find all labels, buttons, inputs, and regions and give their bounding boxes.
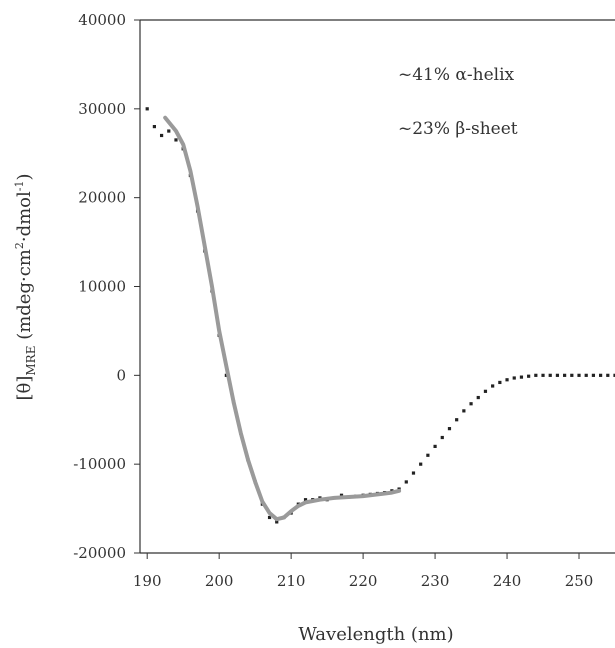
data-point: [527, 374, 531, 378]
data-point: [541, 373, 545, 377]
data-point: [476, 395, 480, 400]
data-point: [440, 435, 444, 440]
x-tick-label: 200: [205, 572, 234, 590]
data-point: [584, 373, 588, 377]
fit-curve: [163, 115, 402, 522]
x-tick-label: 230: [421, 572, 450, 590]
y-tick-label: 20000: [78, 189, 126, 207]
data-point: [591, 373, 596, 377]
data-point: [599, 373, 603, 377]
y-axis-ticks: -20000 -10000 0 10000 20000 30000 40000: [73, 11, 140, 562]
data-point: [512, 376, 516, 380]
data-point: [555, 373, 560, 377]
x-tick-label: 240: [493, 572, 522, 590]
data-point: [570, 373, 574, 377]
y-tick-label: -10000: [73, 455, 126, 473]
data-point: [419, 462, 423, 466]
data-point: [483, 389, 488, 393]
x-tick-label: 210: [277, 572, 306, 590]
data-point: [491, 384, 495, 388]
x-tick-label: 220: [349, 572, 378, 590]
data-point: [469, 402, 473, 406]
data-point: [339, 493, 344, 497]
x-axis-ticks: 190 200 210 220 230 240 250: [133, 553, 593, 590]
y-tick-label: -20000: [73, 544, 126, 562]
y-axis-title: [θ]MRE (mdeg·cm2·dmol-1): [13, 173, 38, 400]
annotation-alpha-helix: ~41% α-helix: [398, 65, 515, 85]
svg-text:[θ]MRE (mdeg·cm2·dmol-1): [θ]MRE (mdeg·cm2·dmol-1): [13, 173, 38, 400]
data-point: [145, 107, 149, 111]
data-point: [152, 125, 156, 129]
data-point: [159, 133, 164, 138]
x-axis-title: Wavelength (nm): [298, 624, 453, 645]
data-point: [577, 373, 581, 377]
x-tick-label: 250: [565, 572, 594, 590]
data-point: [455, 418, 459, 422]
y-tick-label: 30000: [78, 100, 126, 118]
data-point: [447, 427, 452, 431]
annotation-beta-sheet: ~23% β-sheet: [398, 119, 518, 139]
data-point: [433, 444, 437, 448]
data-point: [426, 453, 430, 457]
data-point: [505, 378, 509, 382]
data-point: [563, 373, 567, 377]
data-point: [167, 129, 171, 133]
y-tick-label: 40000: [78, 11, 126, 29]
data-point: [462, 409, 466, 413]
data-point: [404, 480, 408, 484]
data-point: [411, 471, 416, 475]
data-point: [267, 515, 272, 520]
data-point: [613, 373, 615, 377]
data-point: [275, 520, 279, 524]
y-tick-label: 0: [116, 366, 126, 384]
data-point: [606, 373, 610, 377]
data-point: [498, 380, 502, 385]
data-point: [534, 373, 538, 377]
data-point: [174, 138, 178, 142]
data-point: [303, 498, 308, 502]
data-point: [519, 375, 524, 379]
x-tick-label: 190: [133, 572, 162, 590]
data-point: [548, 373, 552, 377]
fit-curve-line: [163, 115, 402, 522]
y-tick-label: 10000: [78, 278, 126, 296]
